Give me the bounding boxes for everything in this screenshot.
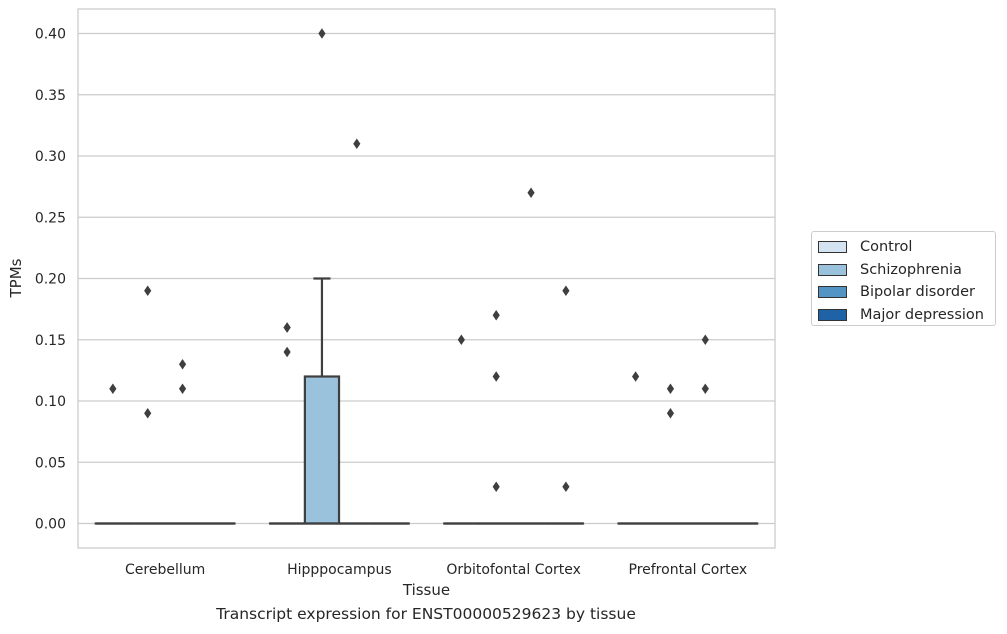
- legend-label-bipolar-disorder: Bipolar disorder: [860, 284, 975, 301]
- outlier-point: [701, 383, 709, 394]
- box-schizophrenia-hipppocampus: [303, 28, 341, 525]
- plot-frame: [77, 8, 776, 549]
- box-control-prefrontal-cortex: [617, 371, 654, 525]
- y-tick-label: 0.00: [35, 517, 66, 533]
- box-control-cerebellum: [94, 383, 132, 525]
- chart-caption: Transcript expression for ENST0000052962…: [216, 605, 636, 623]
- legend-item-bipolar-disorder: Bipolar disorder: [818, 281, 995, 304]
- outlier-point: [562, 285, 570, 296]
- outlier-point: [666, 383, 675, 394]
- legend-label-control: Control: [860, 239, 913, 256]
- outlier-point: [144, 285, 152, 296]
- outlier-point: [492, 371, 500, 382]
- y-axis-title: TPMs: [7, 258, 25, 298]
- x-tick-label: Hipppocampus: [287, 562, 392, 578]
- y-tick-label: 0.15: [35, 333, 66, 349]
- y-tick-label: 0.40: [35, 27, 66, 43]
- box-body: [303, 375, 341, 525]
- outlier-point: [666, 408, 675, 419]
- y-tick-label: 0.25: [35, 210, 66, 226]
- outlier-point: [701, 334, 709, 345]
- y-tick-labels: 0.00 0.05 0.10 0.15 0.20 0.25 0.30 0.35 0.40: [35, 27, 66, 533]
- x-tick-labels: Cerebellum Hipppocampus Orbitofontal Corte…: [125, 562, 747, 578]
- box-bipolar-disorder-orbitofontal-cortex: [512, 187, 550, 525]
- box-schizophrenia-orbitofontal-cortex: [478, 310, 515, 525]
- x-tick-label: Orbitofontal Cortex: [446, 562, 581, 578]
- legend-swatch-schizophrenia: [818, 263, 847, 276]
- outlier-point: [178, 359, 187, 370]
- box-schizophrenia-prefrontal-cortex: [652, 383, 689, 525]
- box-control-hipppocampus: [268, 322, 306, 525]
- legend-item-control: Control: [818, 236, 995, 259]
- grid-lines: [78, 32, 775, 525]
- y-tick-label: 0.35: [35, 88, 66, 104]
- outlier-point: [527, 187, 535, 198]
- legend-label-major-depression: Major depression: [860, 306, 984, 323]
- y-tick-label: 0.30: [35, 149, 66, 165]
- box-bipolar-disorder-cerebellum: [164, 359, 201, 525]
- outlier-point: [318, 28, 326, 39]
- legend-item-schizophrenia: Schizophrenia: [818, 259, 995, 282]
- box-control-orbitofontal-cortex: [443, 334, 480, 525]
- x-axis-title: Tissue: [402, 581, 450, 599]
- outlier-point: [562, 481, 570, 492]
- y-tick-label: 0.20: [35, 272, 66, 288]
- outlier-point: [492, 310, 500, 321]
- legend: Control Schizophrenia Bipolar disorder M…: [811, 231, 996, 326]
- legend-swatch-major-depression: [818, 308, 847, 321]
- legend-label-schizophrenia: Schizophrenia: [860, 261, 962, 278]
- x-tick-label: Cerebellum: [125, 562, 205, 578]
- outlier-point: [457, 334, 465, 345]
- legend-item-major-depression: Major depression: [818, 304, 995, 327]
- legend-swatch-bipolar-disorder: [818, 286, 847, 299]
- box-bipolar-disorder-prefrontal-cortex: [687, 334, 724, 525]
- outlier-point: [283, 322, 291, 333]
- y-tick-label: 0.05: [35, 455, 66, 471]
- boxes: [94, 28, 759, 525]
- outlier-point: [632, 371, 640, 382]
- outlier-point: [144, 408, 152, 419]
- outlier-point: [109, 383, 117, 394]
- box-schizophrenia-cerebellum: [129, 285, 166, 525]
- box-major-depression-orbitofontal-cortex: [547, 285, 585, 525]
- outlier-point: [353, 138, 361, 149]
- legend-swatch-control: [818, 241, 847, 254]
- outlier-point: [178, 383, 187, 394]
- outlier-point: [492, 481, 500, 492]
- y-tick-label: 0.10: [35, 394, 66, 410]
- x-tick-label: Prefrontal Cortex: [629, 562, 748, 578]
- box-bipolar-disorder-hipppocampus: [338, 138, 375, 525]
- outlier-point: [283, 346, 291, 358]
